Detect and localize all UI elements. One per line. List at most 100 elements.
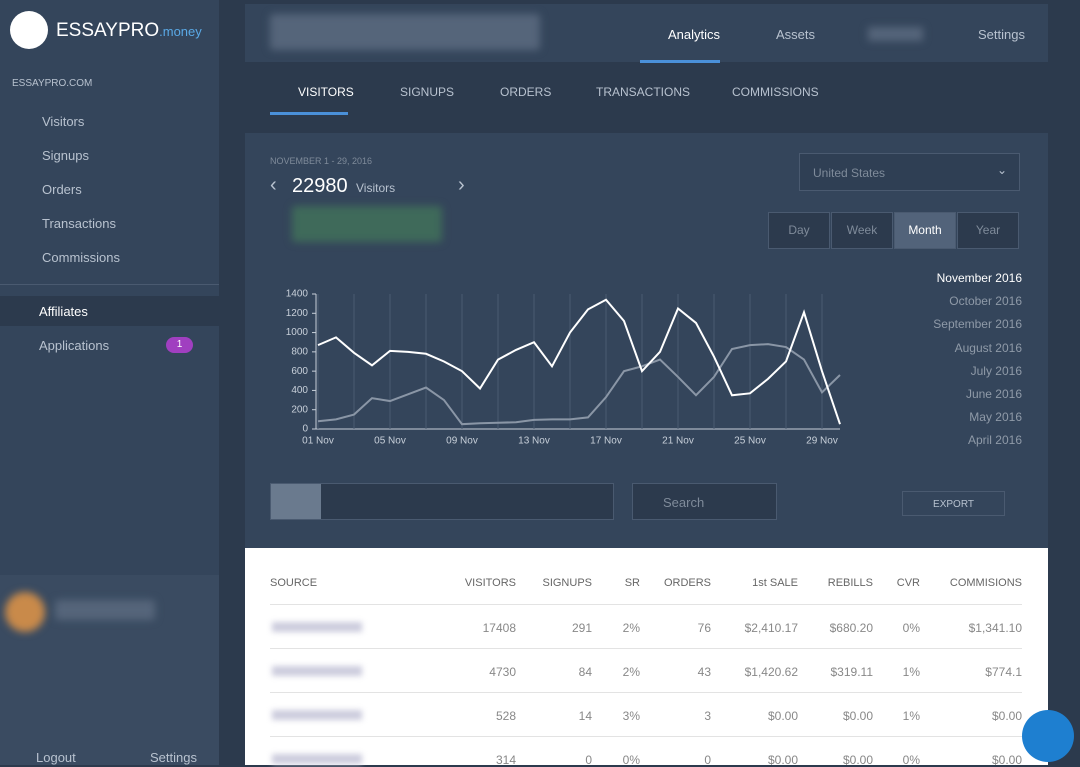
topnav-item[interactable]: Analytics — [668, 27, 721, 42]
blurred — [868, 27, 923, 41]
tab[interactable]: TRANSACTIONS — [596, 85, 691, 99]
nav-item[interactable]: Applications — [39, 338, 110, 353]
x-tick-label: 01 Nov — [302, 436, 334, 447]
table-header: SIGNUPS — [542, 577, 592, 589]
table-cell: 17408 — [482, 621, 516, 635]
table-cell: $680.20 — [829, 621, 873, 635]
y-tick-label: 200 — [291, 404, 308, 415]
table-header: SOURCE — [270, 577, 318, 589]
site-select[interactable]: ESSAYPRO.COM — [12, 78, 93, 89]
table-cell: $0.00 — [991, 709, 1022, 723]
table-cell: $0.00 — [842, 753, 873, 767]
tab[interactable]: VISITORS — [298, 85, 354, 99]
topnav-item[interactable]: Assets — [776, 27, 816, 42]
table-header: ORDERS — [663, 577, 711, 589]
table-cell: 0 — [704, 753, 711, 767]
nav-item[interactable]: Orders — [42, 182, 82, 197]
table-header: CVR — [896, 577, 920, 589]
filter-group — [270, 483, 614, 520]
table-cell: 1% — [902, 709, 920, 723]
country: United States — [813, 166, 886, 180]
table-cell: $2,410.17 — [744, 621, 798, 635]
table-cell: $0.00 — [767, 709, 798, 723]
tabs-underline — [270, 112, 348, 115]
unit: Visitors — [356, 181, 396, 195]
nav-item[interactable]: Visitors — [42, 114, 85, 129]
tab[interactable]: ORDERS — [500, 85, 552, 99]
table-cell: $1,341.10 — [968, 621, 1022, 635]
table-header: SR — [624, 577, 640, 589]
arrow[interactable]: ‹ — [270, 174, 277, 196]
month[interactable]: October 2016 — [949, 294, 1022, 309]
month[interactable]: August 2016 — [954, 340, 1022, 355]
table-cell: 0% — [902, 753, 920, 767]
table-cell: 43 — [697, 665, 711, 679]
blurred — [272, 666, 362, 676]
tab[interactable]: COMMISSIONS — [732, 85, 819, 99]
export-button[interactable]: EXPORT — [902, 491, 1005, 516]
period-button[interactable]: Month — [894, 212, 956, 249]
blurred — [272, 754, 362, 764]
count: 22980 — [292, 175, 348, 197]
table-cell: 3% — [622, 709, 640, 723]
table-cell: $0.00 — [842, 709, 873, 723]
table-cell: 0% — [622, 753, 640, 767]
chevron: ⌄ — [996, 163, 1007, 177]
topnav-underline — [640, 60, 720, 63]
country-select[interactable]: United States ⌄ — [799, 153, 1020, 191]
y-tick-label: 1400 — [286, 289, 309, 300]
chart: 0 200 400 600 800 1000 1200 1400 01 Nov 05 Nov 09 … — [286, 289, 841, 447]
topnav-item[interactable]: Settings — [978, 27, 1025, 42]
chat-button[interactable] — [1022, 710, 1074, 762]
month[interactable]: November 2016 — [936, 271, 1022, 285]
period-button[interactable]: Year — [957, 212, 1019, 249]
table-panel — [245, 548, 1048, 765]
table-header: REBILLS — [827, 577, 873, 589]
blurred — [55, 600, 155, 620]
table-cell: $774.1 — [985, 665, 1022, 679]
table-header: 1st SALE — [752, 577, 798, 589]
search: Search — [663, 495, 705, 510]
filter-active — [271, 484, 321, 519]
table-cell: 314 — [495, 753, 516, 767]
logo — [10, 11, 48, 49]
row-divider — [270, 604, 1022, 605]
divider — [0, 284, 219, 285]
month[interactable]: June 2016 — [965, 387, 1022, 401]
x-tick-label: 13 Nov — [518, 436, 550, 447]
blurred — [292, 206, 442, 242]
nav-item[interactable]: Transactions — [42, 216, 116, 231]
table-header: COMMISIONS — [949, 577, 1022, 589]
month[interactable]: April 2016 — [967, 433, 1022, 448]
date-range: NOVEMBER 1 - 29, 2016 — [270, 156, 373, 166]
nav-item[interactable]: Logout — [36, 750, 76, 765]
x-tick-label: 17 Nov — [590, 436, 622, 447]
table-cell: 2% — [622, 665, 640, 679]
tab[interactable]: SIGNUPS — [400, 85, 455, 99]
month[interactable]: July 2016 — [970, 363, 1022, 378]
row-divider — [270, 648, 1022, 649]
series-line — [317, 343, 841, 426]
period-button[interactable]: Day — [768, 212, 830, 249]
nav-item[interactable]: Affiliates — [39, 304, 88, 319]
y-tick-label: 0 — [302, 424, 308, 435]
month[interactable]: May 2016 — [969, 410, 1022, 425]
y-tick-label: 400 — [291, 385, 308, 396]
avatar — [5, 592, 45, 632]
table-cell: 528 — [495, 709, 516, 723]
blurred — [272, 710, 362, 720]
table-cell: 4730 — [489, 665, 516, 679]
table-cell: 2% — [622, 621, 640, 635]
x-tick-label: 09 Nov — [446, 436, 478, 447]
x-tick-label: 21 Nov — [662, 436, 694, 447]
period-button[interactable]: Week — [831, 212, 893, 249]
table-cell: 84 — [578, 665, 592, 679]
search-box[interactable]: Search — [632, 483, 777, 520]
table-cell: 1% — [902, 665, 920, 679]
x-tick-label: 29 Nov — [806, 436, 838, 447]
arrow[interactable]: › — [458, 174, 465, 196]
nav-item[interactable]: Signups — [42, 148, 89, 163]
month[interactable]: September 2016 — [933, 317, 1022, 332]
nav-item[interactable]: Settings — [150, 750, 197, 765]
nav-item[interactable]: Commissions — [42, 250, 121, 265]
